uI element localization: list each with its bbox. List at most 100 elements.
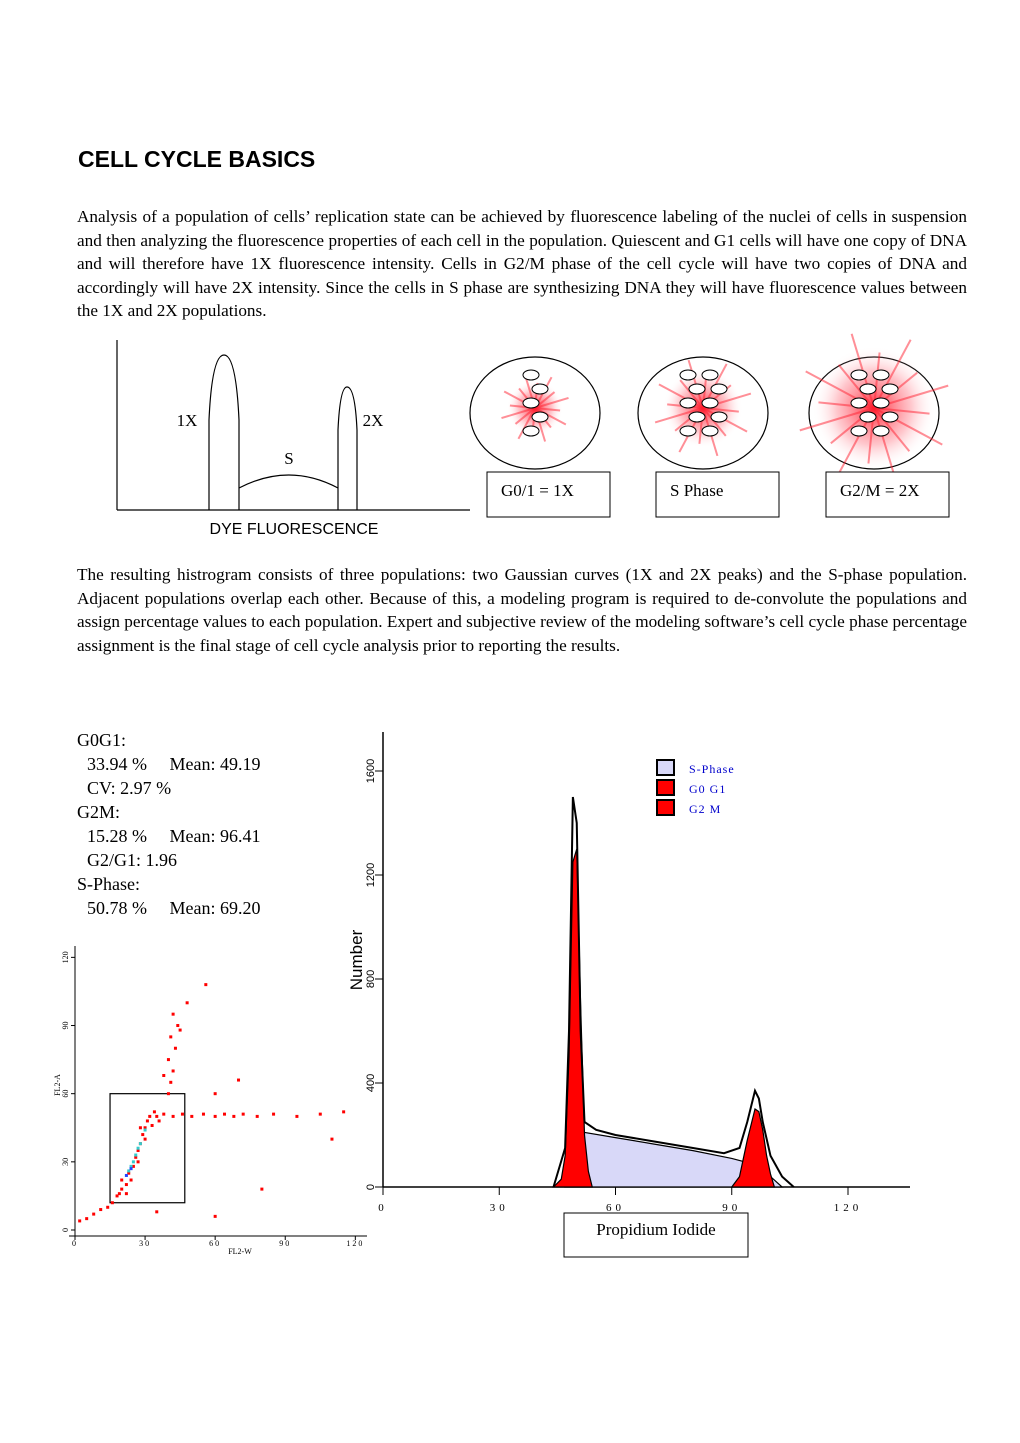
point bbox=[201, 1112, 205, 1116]
point bbox=[129, 1167, 133, 1171]
point bbox=[155, 1210, 159, 1214]
point bbox=[134, 1155, 138, 1159]
legend-swatch bbox=[656, 759, 675, 776]
chromosome bbox=[850, 369, 868, 381]
point bbox=[155, 1114, 159, 1118]
paragraph: The resulting histrogram consists of thr… bbox=[77, 565, 967, 655]
area bbox=[730, 1108, 776, 1188]
ray bbox=[873, 407, 911, 452]
label-box bbox=[655, 471, 780, 518]
y-tick-label: 0 bbox=[365, 1184, 377, 1190]
peak bbox=[208, 354, 240, 510]
label: 2X bbox=[363, 411, 384, 430]
cell-label: G0/1 = 1X bbox=[501, 481, 574, 500]
point bbox=[241, 1112, 245, 1116]
point bbox=[120, 1187, 124, 1191]
x-tick-label: 90 bbox=[279, 1239, 291, 1248]
point bbox=[169, 1035, 173, 1039]
peak bbox=[337, 386, 358, 510]
chromosome bbox=[859, 383, 877, 395]
chromosome bbox=[679, 397, 697, 409]
y-tick-label: 1200 bbox=[365, 863, 377, 887]
ray bbox=[534, 407, 561, 412]
stat-line: G0G1: bbox=[77, 730, 126, 750]
point bbox=[143, 1128, 147, 1132]
y-tick-label: 400 bbox=[365, 1074, 377, 1092]
point bbox=[136, 1146, 140, 1150]
y-tick-label: 60 bbox=[61, 1090, 70, 1098]
point bbox=[169, 1080, 173, 1084]
point bbox=[143, 1137, 147, 1141]
stat-line: CV: 2.97 % bbox=[87, 778, 172, 798]
label-box bbox=[825, 471, 950, 518]
chromosome bbox=[522, 369, 540, 381]
x-tick-label: 120 bbox=[834, 1202, 863, 1214]
stat-line: 50.78 % Mean: 69.20 bbox=[87, 898, 261, 918]
point bbox=[136, 1148, 140, 1152]
point bbox=[143, 1126, 147, 1130]
point bbox=[129, 1164, 133, 1168]
point bbox=[178, 1028, 182, 1032]
legend-label: G2 M bbox=[689, 802, 721, 816]
ray bbox=[534, 396, 569, 409]
y-tick-label: 800 bbox=[365, 970, 377, 988]
ray bbox=[517, 407, 536, 440]
chromosome bbox=[701, 369, 719, 381]
chromosome bbox=[872, 397, 890, 409]
point bbox=[124, 1183, 128, 1187]
cell-label: S Phase bbox=[670, 481, 723, 500]
point bbox=[152, 1110, 156, 1114]
stat-line: 33.94 % Mean: 49.19 bbox=[87, 754, 261, 774]
point bbox=[342, 1110, 346, 1114]
chromosome bbox=[679, 425, 697, 437]
x-tick-label: 90 bbox=[722, 1202, 741, 1214]
x-tick-label: 30 bbox=[139, 1239, 151, 1248]
label-box bbox=[486, 471, 611, 518]
chromosome bbox=[531, 411, 549, 423]
histogram: 0 400 800 1200 1600 0 30 60 90 120 Number Propidium… bbox=[347, 732, 910, 1258]
chromosome bbox=[850, 397, 868, 409]
ray bbox=[702, 407, 739, 413]
y-tick-label: 120 bbox=[61, 951, 70, 963]
stat-line: G2M: bbox=[77, 802, 121, 822]
point bbox=[223, 1112, 227, 1116]
point bbox=[110, 1201, 114, 1205]
point bbox=[162, 1112, 166, 1116]
point bbox=[124, 1192, 128, 1196]
point bbox=[141, 1133, 145, 1137]
x-axis-label: FL2-W bbox=[228, 1247, 252, 1256]
legend-swatch bbox=[656, 779, 675, 796]
point bbox=[255, 1114, 259, 1118]
point bbox=[232, 1114, 236, 1118]
chromosome bbox=[522, 397, 540, 409]
point bbox=[124, 1173, 128, 1177]
y-axis-label: Number bbox=[347, 929, 366, 990]
point bbox=[106, 1205, 110, 1209]
cell-label: G2/M = 2X bbox=[840, 481, 919, 500]
x-tick-label: 60 bbox=[209, 1239, 221, 1248]
point bbox=[166, 1092, 170, 1096]
ray bbox=[514, 407, 536, 425]
legend-label: S-Phase bbox=[689, 762, 735, 776]
point bbox=[131, 1160, 135, 1164]
point bbox=[145, 1119, 149, 1123]
point bbox=[213, 1214, 217, 1218]
chromosome bbox=[679, 369, 697, 381]
y-axis-label: FL2-A bbox=[53, 1074, 62, 1096]
point bbox=[171, 1114, 175, 1118]
point bbox=[127, 1169, 131, 1173]
stat-line: S-Phase: bbox=[77, 874, 140, 894]
stat-line: 15.28 % Mean: 96.41 bbox=[87, 826, 261, 846]
x-tick-label: 120 bbox=[346, 1239, 364, 1248]
scatter: 0 30 60 90 120 0 30 60 90 120 FL2-W FL2-A bbox=[53, 946, 367, 1256]
x-axis-label: Propidium Iodide bbox=[596, 1220, 715, 1239]
point bbox=[120, 1178, 124, 1182]
label: S bbox=[284, 449, 293, 468]
schematic bbox=[116, 340, 470, 511]
point bbox=[157, 1119, 161, 1123]
point bbox=[295, 1114, 299, 1118]
point bbox=[150, 1123, 154, 1127]
point bbox=[117, 1192, 121, 1196]
point bbox=[129, 1178, 133, 1182]
